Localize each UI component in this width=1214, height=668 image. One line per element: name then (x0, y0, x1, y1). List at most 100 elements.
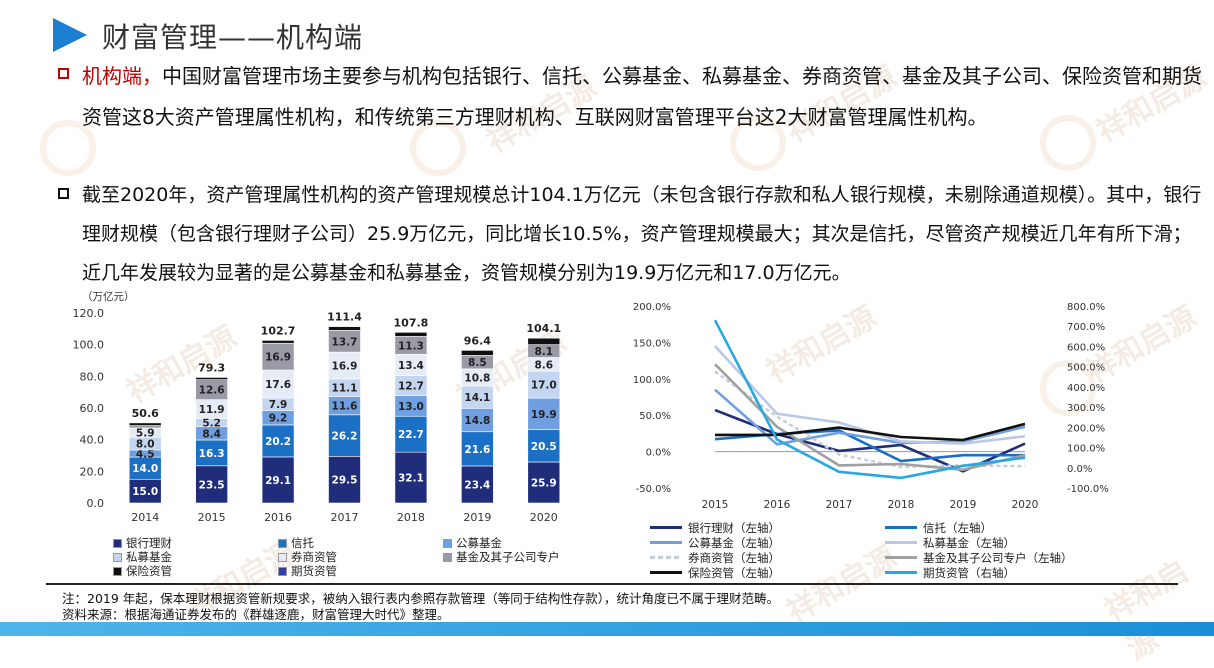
legend-label: 券商资管 (291, 550, 337, 564)
legend-label: 公募基金 (456, 536, 502, 550)
legend-label: 信托（左轴） (923, 521, 992, 535)
y-tick-label: 20.0 (80, 465, 105, 478)
legend-line-swatch (650, 541, 682, 544)
title-arrow-icon (53, 18, 87, 52)
bar-segment (328, 414, 361, 457)
bar-segment (195, 377, 228, 380)
legend-line-swatch (885, 571, 917, 574)
bar-value-label: 9.2 (269, 413, 288, 425)
paragraph-lead: 机构端， (82, 64, 162, 88)
bar-segment (394, 332, 428, 337)
legend-item: 基金及其子公司专户 (443, 549, 560, 565)
legend-label: 私募基金 (126, 550, 172, 564)
bar-segment (527, 461, 561, 504)
legend-item: 公募基金 (443, 535, 502, 551)
legend-label: 期货资管（右轴） (923, 566, 1015, 580)
x-tick-label: 2016 (264, 511, 292, 524)
bar-value-label: 25.9 (531, 477, 557, 489)
y-tick-label-right: 0.0% (1067, 464, 1092, 475)
y-tick-label: 60.0 (80, 402, 105, 415)
paragraph-institutions: 机构端，中国财富管理市场主要参与机构包括银行、信托、公募基金、私募基金、券商资管… (58, 56, 1202, 138)
bar-segment (328, 326, 361, 331)
legend-item: 信托 (278, 535, 314, 551)
bar-value-label: 15.0 (132, 486, 158, 498)
unit-label: （万亿元） (82, 290, 135, 303)
bar-value-label: 8.1 (534, 346, 553, 358)
y-tick-label-right: 100.0% (1067, 444, 1105, 455)
bar-value-label: 29.5 (332, 475, 358, 487)
y-tick-label: 100.0 (73, 339, 105, 352)
y-tick-label-right: 700.0% (1067, 322, 1105, 333)
y-tick-label-right: 200.0% (1067, 423, 1105, 434)
y-tick-label-right: 300.0% (1067, 403, 1105, 414)
square-bullet-icon (58, 68, 69, 79)
bar-segment (461, 350, 494, 356)
legend-item: 私募基金（左轴） (885, 535, 1015, 551)
bar-segment (261, 340, 295, 344)
bar-value-label: 32.1 (398, 473, 424, 485)
x-tick-label: 2014 (131, 511, 159, 524)
legend-item: 券商资管 (278, 549, 337, 565)
bar-value-label: 13.4 (398, 360, 424, 372)
bar-segment (527, 397, 561, 430)
source-note: 资料来源：根据海通证券发布的《群雄逐鹿，财富管理大时代》整理。 (62, 607, 450, 622)
bar-total-label: 79.3 (198, 361, 225, 374)
paragraph-scale: 截至2020年，资产管理属性机构的资产管理规模总计104.1万亿元（未包含银行存… (58, 176, 1202, 293)
bar-value-label: 11.3 (398, 340, 424, 352)
x-tick-label: 2019 (950, 499, 977, 511)
legend-label: 私募基金（左轴） (923, 536, 1015, 550)
bar-value-label: 8.5 (468, 357, 487, 369)
legend-item: 券商资管（左轴） (650, 550, 780, 566)
bar-segment (261, 456, 295, 504)
legend-item: 公募基金（左轴） (650, 535, 780, 551)
bar-value-label: 8.0 (136, 439, 155, 451)
bar-value-label: 21.6 (464, 444, 490, 456)
bar-value-label: 12.6 (199, 385, 225, 397)
divider (46, 583, 1178, 585)
y-tick-label: 40.0 (80, 434, 105, 447)
bar-value-label: 17.6 (265, 379, 291, 391)
x-tick-label: 2017 (331, 511, 359, 524)
bar-value-label: 7.9 (269, 399, 288, 411)
legend-label: 基金及其子公司专户 (456, 550, 560, 564)
legend-label: 银行理财（左轴） (688, 521, 780, 535)
bar-segment (195, 439, 228, 467)
bar-segment (527, 337, 561, 345)
y-tick-label-left: 100.0% (633, 375, 671, 386)
legend-item: 基金及其子公司专户（左轴） (885, 550, 1073, 566)
x-tick-label: 2015 (198, 511, 226, 524)
legend-swatch (113, 553, 122, 562)
bar-value-label: 5.2 (202, 418, 221, 430)
page-title: 财富管理——机构端 (102, 21, 364, 54)
legend-item: 保险资管（左轴） (650, 565, 780, 581)
x-tick-label: 2020 (530, 511, 558, 524)
y-tick-label: 0.0 (87, 497, 105, 510)
legend-swatch (278, 567, 287, 576)
legend-label: 期货资管 (291, 564, 337, 578)
bar-value-label: 14.1 (464, 392, 490, 404)
footnote: 注：2019 年起，保本理财根据资管新规要求，被纳入银行表内参照存款管理（等同于… (62, 591, 780, 606)
bar-segment (394, 415, 428, 453)
legend-label: 银行理财 (126, 536, 172, 550)
legend-swatch (443, 539, 452, 548)
stacked-bar-chart: （万亿元） 0.0 20.0 40.0 60.0 80.0 100.0 120.0 15.0 14… (73, 290, 562, 524)
legend-line-swatch (885, 526, 917, 529)
bar-segment (461, 465, 494, 504)
x-tick-label: 2018 (397, 511, 425, 524)
bar-value-label: 8.6 (534, 359, 553, 371)
legend-line-swatch (885, 541, 917, 544)
y-tick-label-left: 150.0% (633, 338, 671, 349)
legend-label: 券商资管（左轴） (688, 551, 780, 565)
bar-value-label: 11.9 (199, 404, 225, 416)
bar-total-label: 104.1 (526, 322, 561, 335)
bar-value-label: 14.8 (464, 415, 490, 427)
paragraph-text: 机构端，中国财富管理市场主要参与机构包括银行、信托、公募基金、私募基金、券商资管… (82, 56, 1202, 138)
y-tick-label-left: 50.0% (639, 411, 671, 422)
legend-line-swatch (650, 571, 682, 574)
bar-segment (195, 465, 228, 504)
y-tick-label-left: 200.0% (633, 302, 671, 313)
legend-item: 银行理财（左轴） (650, 520, 780, 536)
bar-value-label: 20.2 (265, 436, 291, 448)
legend-swatch (278, 553, 287, 562)
bar-value-label: 11.1 (332, 383, 358, 395)
